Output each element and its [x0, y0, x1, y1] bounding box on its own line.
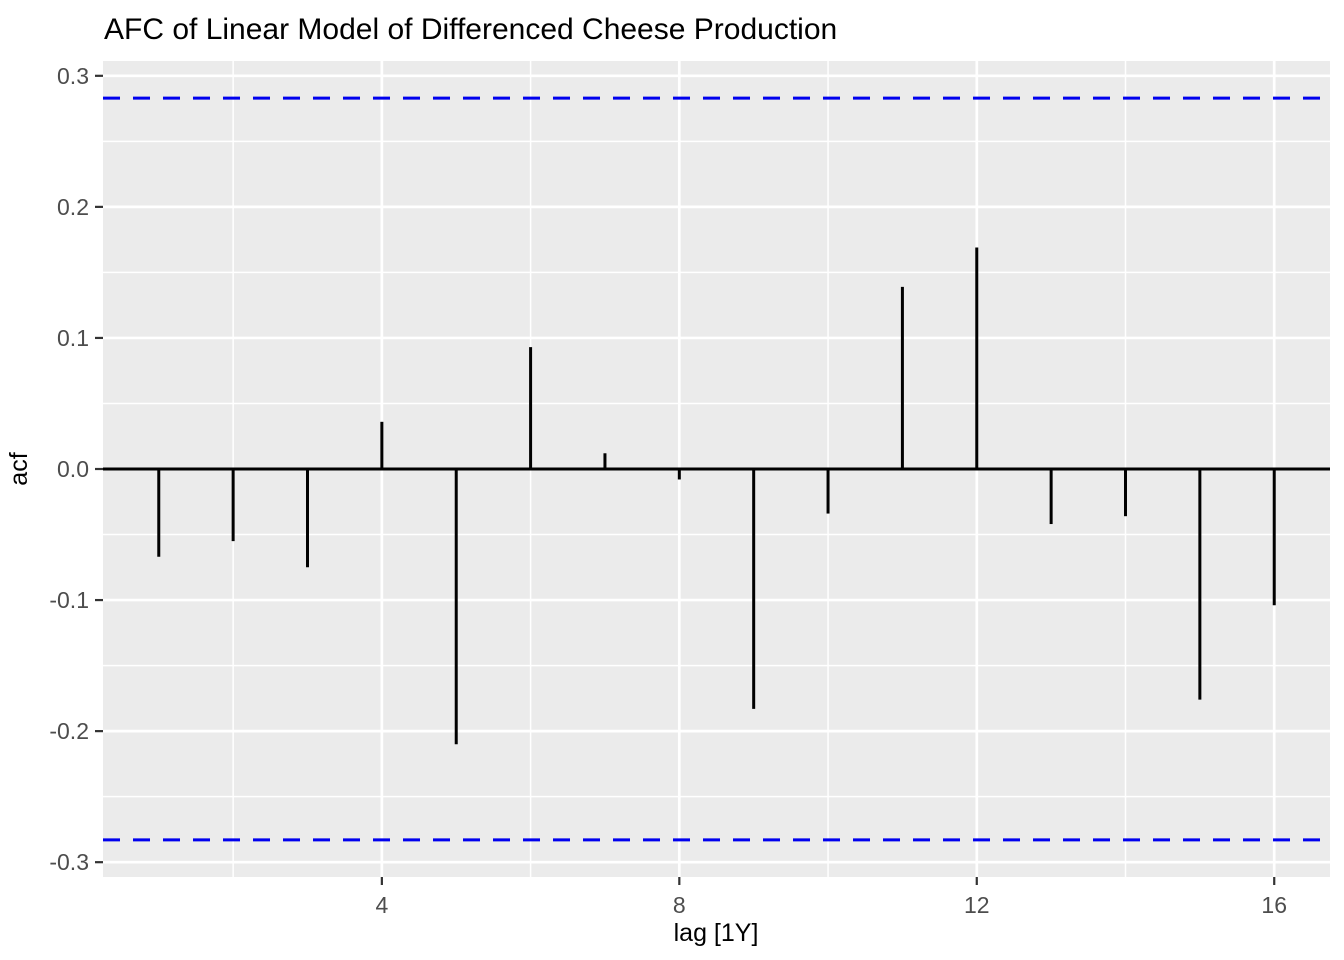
chart-title: AFC of Linear Model of Differenced Chees… — [104, 13, 837, 46]
acf-bars — [157, 247, 1276, 745]
x-tick-label: 8 — [673, 892, 686, 918]
y-axis-title: acf — [5, 452, 33, 485]
y-tick-label: -0.2 — [49, 718, 89, 744]
axis-tick-labels: 0.3 0.2 0.1 0.0 -0.1 -0.2 -0.3 4 8 12 16 — [49, 63, 1287, 918]
confidence-interval-lines — [103, 96, 1330, 842]
x-tick-label: 4 — [375, 892, 388, 918]
x-tick-label: 12 — [964, 892, 990, 918]
x-axis-title: lag [1Y] — [674, 919, 759, 947]
y-tick-label: 0.0 — [57, 456, 89, 482]
axis-tick-marks — [95, 74, 1276, 885]
y-tick-label: 0.3 — [57, 63, 89, 89]
y-tick-label: 0.2 — [57, 194, 89, 220]
y-tick-label: 0.1 — [57, 325, 89, 351]
y-tick-label: -0.3 — [49, 849, 89, 875]
x-tick-label: 16 — [1261, 892, 1287, 918]
y-tick-label: -0.1 — [49, 587, 89, 613]
